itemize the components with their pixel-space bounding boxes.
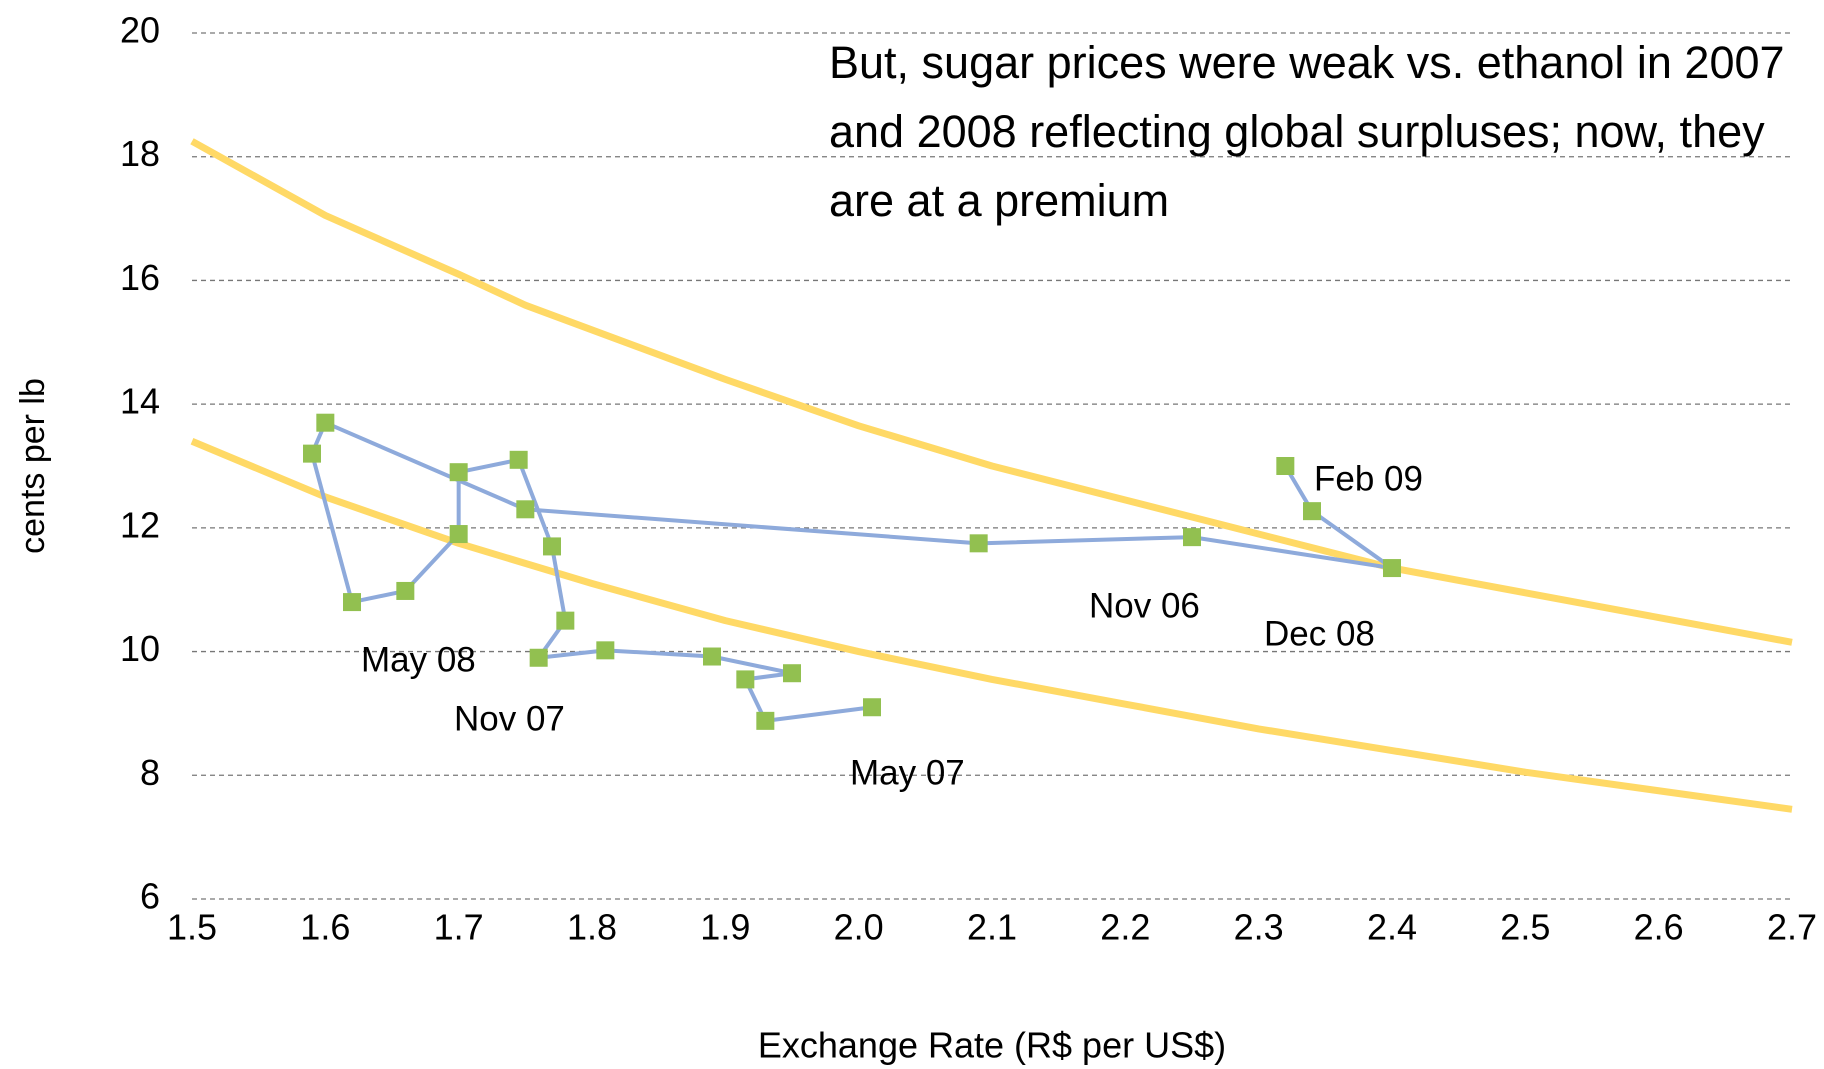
marker <box>1183 528 1201 547</box>
y-tick-label: 14 <box>120 381 160 422</box>
marker <box>783 664 801 683</box>
y-tick-label: 20 <box>120 10 160 51</box>
point-label: Nov 07 <box>454 699 565 738</box>
marker <box>529 648 548 667</box>
x-tick-label: 2.3 <box>1234 907 1284 948</box>
y-tick-label: 12 <box>120 504 160 545</box>
x-tick-label: 2.7 <box>1767 907 1817 948</box>
x-axis-title: Exchange Rate (R$ per US$) <box>758 1025 1226 1066</box>
marker <box>1383 559 1401 578</box>
x-tick-label: 2.4 <box>1367 907 1417 948</box>
marker <box>516 500 535 519</box>
annotation-note: But, sugar prices were weak vs. ethanol … <box>829 37 1785 226</box>
marker <box>343 593 361 612</box>
marker <box>969 534 988 553</box>
y-axis-title: cents per lb <box>14 378 52 554</box>
point-label: Nov 06 <box>1089 586 1200 625</box>
x-tick-label: 2.1 <box>967 907 1017 948</box>
marker <box>1303 502 1321 521</box>
data-line <box>310 420 1394 723</box>
marker <box>596 641 615 660</box>
marker <box>756 711 775 730</box>
point-label: May 08 <box>361 640 476 679</box>
x-tick-label: 1.8 <box>567 907 617 948</box>
marker <box>863 698 881 717</box>
marker <box>449 525 468 544</box>
marker <box>449 463 468 482</box>
y-tick-label: 10 <box>120 628 160 669</box>
point-label: Dec 08 <box>1264 614 1375 653</box>
x-tick-label: 2.2 <box>1100 907 1150 948</box>
x-tick-label: 1.7 <box>434 907 484 948</box>
x-tick-label: 1.6 <box>300 907 350 948</box>
point-label: Feb 09 <box>1314 459 1423 498</box>
y-tick-label: 18 <box>120 133 160 174</box>
marker <box>736 670 755 689</box>
marker <box>316 413 335 432</box>
x-tick-label: 1.9 <box>700 907 750 948</box>
y-tick-label: 6 <box>140 876 160 917</box>
marker <box>703 647 721 666</box>
reference-curve <box>190 138 1793 646</box>
point-label: May 07 <box>850 753 965 792</box>
x-tick-label: 2.0 <box>834 907 884 948</box>
marker <box>556 611 575 630</box>
y-tick-label: 8 <box>140 752 160 793</box>
marker <box>543 537 561 556</box>
marker <box>509 450 528 469</box>
marker <box>1276 457 1295 475</box>
marker <box>303 444 321 463</box>
x-tick-label: 2.5 <box>1500 907 1550 948</box>
y-tick-label: 16 <box>120 257 160 298</box>
x-tick-label: 2.6 <box>1634 907 1684 948</box>
reference-curve <box>190 438 1793 813</box>
x-tick-label: 1.5 <box>167 907 217 948</box>
marker <box>396 581 415 600</box>
